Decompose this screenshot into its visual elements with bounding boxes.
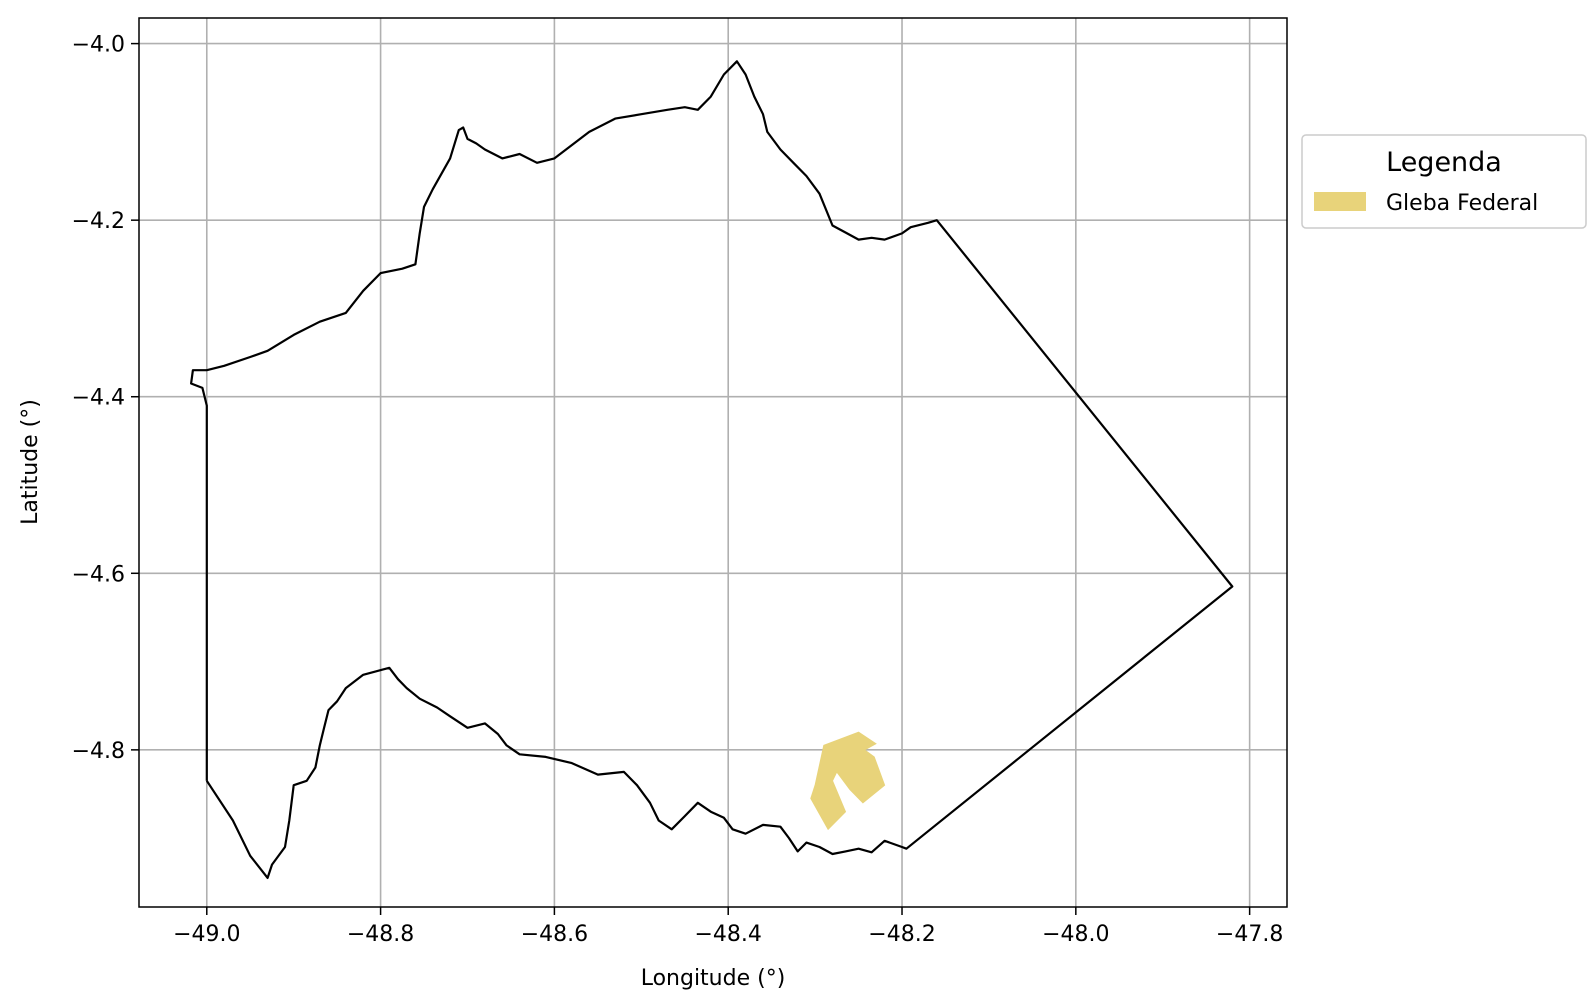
y-tick-label: −4.6 (72, 562, 125, 587)
legend-label-gleba-federal: Gleba Federal (1386, 191, 1538, 216)
x-tick-label: −47.8 (1216, 922, 1283, 947)
axis-ticks: −49.0 −48.8 −48.6 −48.4 −48.2 −48.0 −47.8 −4.0 −… (72, 33, 1284, 947)
gleba-federal-area (810, 731, 886, 831)
x-tick-label: −48.6 (521, 922, 588, 947)
y-axis-label: Latitude (°) (18, 399, 43, 525)
legend-title: Legenda (1386, 147, 1502, 178)
x-tick-label: −48.0 (1042, 922, 1109, 947)
boundary-outline (190, 60, 1234, 880)
x-tick-label: −48.2 (868, 922, 935, 947)
map-features (810, 731, 886, 831)
y-tick-label: −4.0 (72, 33, 125, 58)
x-tick-label: −48.4 (694, 922, 761, 947)
y-tick-label: −4.4 (72, 386, 125, 411)
x-axis-label: Longitude (°) (641, 966, 786, 991)
municipality-boundary (190, 60, 1234, 880)
legend: Legenda Gleba Federal (1301, 134, 1587, 229)
axes-frame (138, 17, 1288, 908)
legend-box (1301, 134, 1587, 229)
y-tick-label: −4.8 (72, 739, 125, 764)
x-tick-label: −49.0 (173, 922, 240, 947)
legend-swatch-gleba-federal (1314, 192, 1366, 211)
y-tick-label: −4.2 (72, 209, 125, 234)
x-tick-label: −48.8 (347, 922, 414, 947)
grid (139, 18, 1287, 907)
